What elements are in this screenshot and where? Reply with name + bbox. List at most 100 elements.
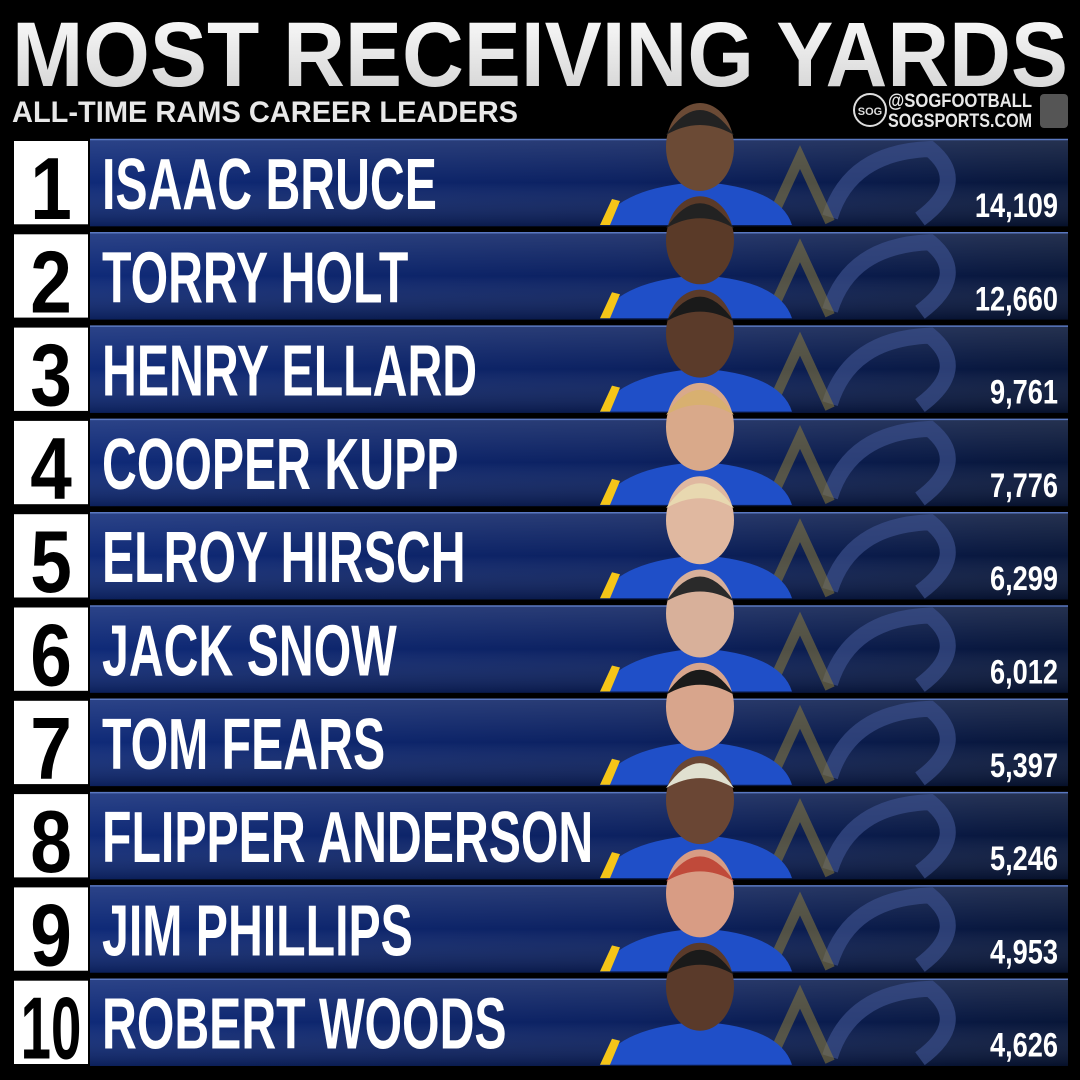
player-name: HENRY ELLARD bbox=[102, 331, 477, 411]
subtitle: ALL-TIME RAMS CAREER LEADERS bbox=[12, 96, 518, 129]
logo bbox=[822, 514, 956, 599]
rank: 2 bbox=[30, 234, 72, 332]
yards: 4,953 bbox=[990, 932, 1058, 971]
row: 5 ELROY HIRSCH 6,299 bbox=[14, 476, 1068, 612]
yards: 12,660 bbox=[975, 279, 1058, 318]
rank: 5 bbox=[30, 514, 72, 612]
jersey bbox=[600, 1021, 792, 1065]
row: 8 FLIPPER ANDERSON 5,246 bbox=[14, 756, 1068, 891]
rank-box bbox=[14, 234, 88, 318]
rank-box bbox=[14, 887, 88, 971]
hair bbox=[666, 669, 734, 695]
logo bbox=[822, 420, 956, 506]
row: 1 ISAAC BRUCE 14,109 bbox=[14, 103, 1068, 238]
logo-accent bbox=[765, 238, 835, 318]
badge: SOG bbox=[858, 106, 882, 118]
jersey-stripe bbox=[600, 665, 620, 692]
logo bbox=[822, 607, 956, 692]
logo bbox=[822, 700, 956, 786]
rank-box bbox=[14, 141, 88, 225]
logo-accent bbox=[765, 611, 835, 691]
logo-accent bbox=[765, 145, 835, 225]
yards: 9,761 bbox=[990, 373, 1058, 412]
logo bbox=[822, 140, 956, 226]
rank: 6 bbox=[30, 607, 72, 705]
hair bbox=[666, 203, 734, 229]
badge-ring bbox=[853, 93, 887, 127]
rank-box bbox=[14, 607, 88, 691]
row: 7 TOM FEARS 5,397 bbox=[14, 662, 1068, 798]
rank-box bbox=[14, 700, 88, 785]
logo bbox=[822, 327, 956, 413]
jersey-stripe bbox=[600, 758, 620, 785]
logo bbox=[822, 980, 956, 1066]
yards: 4,626 bbox=[990, 1026, 1058, 1065]
logo-accent bbox=[765, 891, 835, 971]
player-name: COOPER KUPP bbox=[102, 424, 458, 504]
jersey-stripe bbox=[600, 385, 620, 412]
row: 2 TORRY HOLT 12,660 bbox=[14, 196, 1068, 332]
player-name: TOM FEARS bbox=[102, 704, 385, 784]
player-name: JIM PHILLIPS bbox=[102, 891, 413, 971]
hair bbox=[666, 296, 734, 322]
rank: 7 bbox=[30, 700, 72, 798]
hair bbox=[666, 110, 734, 135]
player-name: JACK SNOW bbox=[102, 611, 397, 691]
yards: 6,012 bbox=[990, 653, 1058, 692]
logo bbox=[822, 234, 956, 319]
row: 10 ROBERT WOODS 4,626 bbox=[14, 942, 1068, 1078]
rank: 10 bbox=[21, 979, 82, 1078]
row: 4 COOPER KUPP 7,776 bbox=[14, 382, 1068, 518]
rank: 8 bbox=[30, 793, 72, 891]
rank-box bbox=[14, 420, 88, 505]
jersey-stripe bbox=[600, 945, 620, 972]
logo-accent bbox=[765, 984, 835, 1064]
hair bbox=[666, 389, 734, 415]
yards: 5,397 bbox=[990, 746, 1058, 785]
player-name: ELROY HIRSCH bbox=[102, 518, 466, 598]
rank: 1 bbox=[30, 140, 72, 238]
rank: 9 bbox=[30, 887, 72, 985]
rank-box bbox=[14, 327, 88, 411]
yards: 14,109 bbox=[975, 186, 1058, 225]
player-name: ROBERT WOODS bbox=[102, 984, 507, 1064]
rank: 4 bbox=[30, 420, 72, 518]
player-name: TORRY HOLT bbox=[102, 238, 408, 318]
rows: 1 ISAAC BRUCE 14,109 2 TORRY HOLT 12,660 3 HENR… bbox=[14, 103, 1068, 1078]
hair bbox=[666, 483, 734, 509]
jersey-stripe bbox=[600, 478, 620, 505]
logo bbox=[822, 887, 956, 972]
jersey-stripe bbox=[600, 852, 620, 879]
logo bbox=[822, 793, 956, 879]
yards: 6,299 bbox=[990, 559, 1058, 598]
rank-box bbox=[14, 980, 88, 1064]
jersey-stripe bbox=[600, 572, 620, 599]
player-name: ISAAC BRUCE bbox=[102, 144, 437, 224]
jersey-stripe bbox=[600, 292, 620, 319]
handle: @SOGFOOTBALL bbox=[888, 91, 1032, 112]
jersey-stripe bbox=[600, 1038, 620, 1065]
shield-logo bbox=[1040, 94, 1068, 128]
yards: 5,246 bbox=[990, 839, 1058, 878]
logo-accent bbox=[765, 518, 835, 598]
rank: 3 bbox=[30, 327, 72, 425]
hair bbox=[666, 576, 734, 602]
logo-accent bbox=[765, 424, 835, 504]
row: 3 HENRY ELLARD 9,761 bbox=[14, 289, 1068, 425]
hair bbox=[666, 856, 734, 882]
title: MOST RECEIVING YARDS bbox=[12, 4, 1068, 106]
row: 9 JIM PHILLIPS 4,953 bbox=[14, 849, 1068, 985]
row: 6 JACK SNOW 6,012 bbox=[14, 569, 1068, 705]
site: SOGSPORTS.COM bbox=[888, 111, 1032, 132]
jersey-stripe bbox=[600, 199, 620, 225]
rank-box bbox=[14, 514, 88, 598]
hair bbox=[666, 763, 734, 789]
hair bbox=[666, 949, 734, 975]
rank-box bbox=[14, 794, 88, 878]
logo-accent bbox=[765, 798, 835, 878]
logo-accent bbox=[765, 704, 835, 784]
yards: 7,776 bbox=[990, 466, 1058, 505]
player-name: FLIPPER ANDERSON bbox=[102, 797, 593, 877]
